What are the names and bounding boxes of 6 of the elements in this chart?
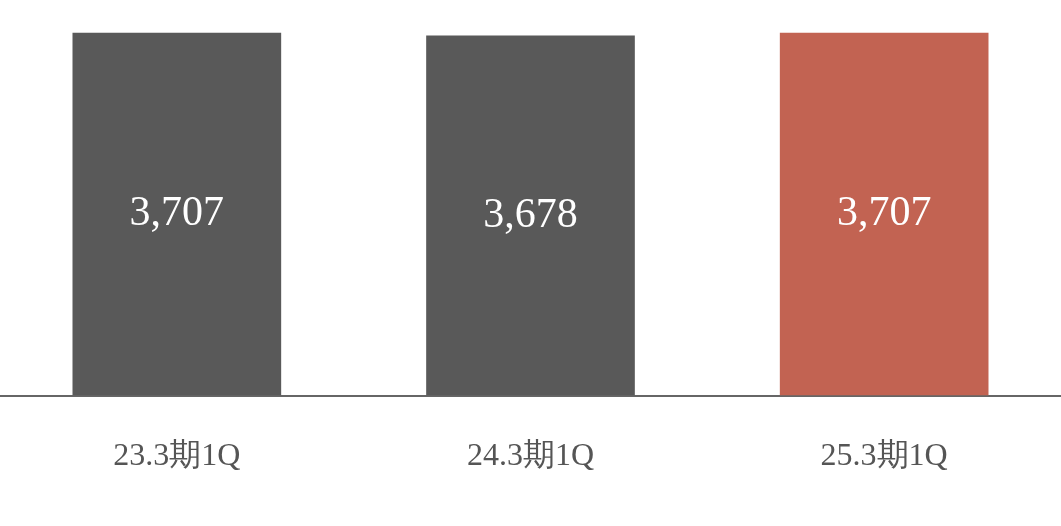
data-label: 3,707 [129,188,225,235]
data-label: 3,707 [836,188,932,235]
x-tick-label: 24.3期1Q [466,436,595,473]
data-label: 3,678 [483,189,578,236]
x-tick-label: 25.3期1Q [820,436,948,473]
x-tick-label: 23.3期1Q [113,436,241,473]
